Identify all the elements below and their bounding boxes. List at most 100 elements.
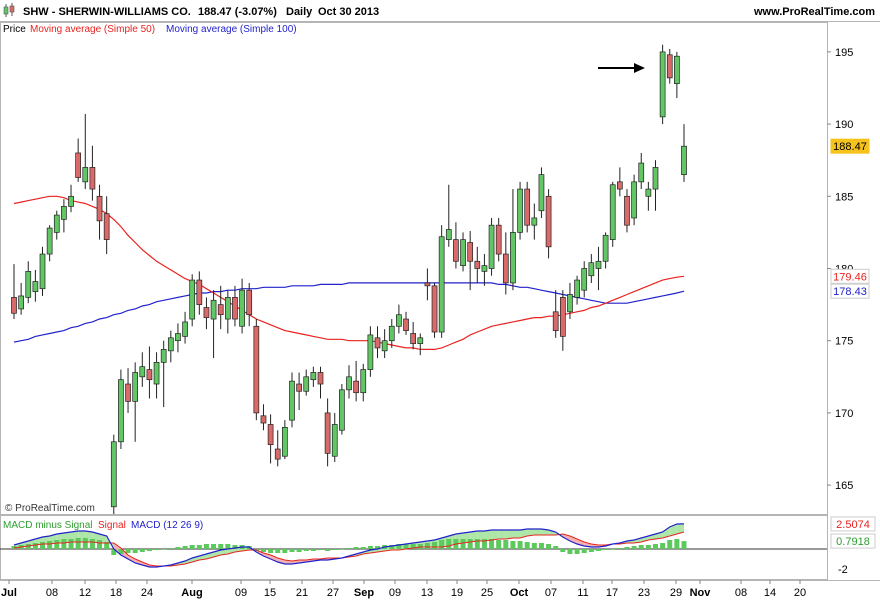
macd-hist-bar <box>296 549 302 552</box>
candle-up <box>396 304 402 334</box>
macd-hist-bar <box>146 549 152 551</box>
x-tick-label: 27 <box>327 587 339 599</box>
macd-hist-bar <box>211 544 217 549</box>
candle-body <box>360 369 367 394</box>
macd-hist-bar <box>581 549 587 553</box>
candle-up <box>239 278 245 334</box>
candle-body <box>602 234 609 262</box>
legend-ma50: Moving average (Simple 50) <box>30 24 155 35</box>
candle-body <box>624 195 630 226</box>
candle-up <box>132 362 139 442</box>
x-tick-label: 15 <box>264 587 276 599</box>
macd-panel-frame <box>0 515 828 580</box>
macd-hist-bar <box>645 545 651 549</box>
legend-macd-line: MACD (12 26 9) <box>131 520 203 531</box>
price-panel-frame <box>0 22 828 515</box>
candle-body <box>25 271 32 298</box>
macd-hist-bar <box>667 540 673 549</box>
candle-body <box>674 55 680 85</box>
candle-body <box>431 285 438 333</box>
ma50-tag-box <box>830 268 870 284</box>
candle-down <box>495 217 502 262</box>
candle-up <box>381 329 388 359</box>
candle-body <box>396 314 402 327</box>
macd-signal-fill <box>491 530 499 540</box>
macd-signal-fill <box>548 530 556 535</box>
macd-hist-bar <box>574 549 580 554</box>
candle-body <box>103 213 110 240</box>
macd-hist-bar <box>232 545 238 549</box>
candle-up <box>18 282 24 315</box>
macd-hist-bar <box>75 538 81 549</box>
candle-body <box>659 51 666 118</box>
price-tick-label: 190 <box>835 119 853 131</box>
macd-hist-bar <box>674 539 680 549</box>
candle-down <box>75 138 81 182</box>
candle-body <box>538 174 545 212</box>
macd-signal-fill <box>505 530 513 539</box>
candle-body <box>681 145 687 175</box>
candle-body <box>274 448 281 460</box>
candle-body <box>559 297 566 337</box>
candle-up <box>681 124 687 182</box>
signal-line <box>13 531 685 567</box>
x-tick-label: 09 <box>235 587 247 599</box>
macd-hist-bar <box>481 539 487 549</box>
candle-body <box>132 372 139 402</box>
candle-body <box>246 289 253 316</box>
macd-signal-fill <box>477 531 485 541</box>
candle-body <box>310 372 317 381</box>
price-tick-label: 175 <box>835 336 853 348</box>
macd-signal-fill <box>484 530 492 541</box>
candle-body <box>96 195 103 222</box>
x-tick-label: Oct <box>510 587 529 599</box>
candle-down <box>260 404 267 431</box>
x-tick-label: 17 <box>606 587 618 599</box>
candle-down <box>666 48 673 84</box>
candle-body <box>595 260 602 269</box>
candle-down <box>453 222 459 269</box>
legend-macd-hist: MACD minus Signal <box>3 520 92 531</box>
candlestick-icon <box>3 3 15 17</box>
macd-signal-fill <box>676 523 684 534</box>
macd-signal-fill <box>527 529 535 536</box>
last-price-tag-box <box>830 138 870 154</box>
candle-up <box>167 330 174 363</box>
candle-body <box>260 415 267 424</box>
candle-down <box>267 414 274 464</box>
candle-body <box>110 441 117 508</box>
candle-up <box>417 333 424 356</box>
candle-up <box>388 319 395 348</box>
macd-hist-bar <box>346 548 352 549</box>
macd-hist-bar <box>154 549 160 550</box>
candle-body <box>445 229 452 240</box>
macd-hist-bar <box>310 549 316 551</box>
candle-body <box>75 152 81 178</box>
macd-hist-bar <box>524 542 530 549</box>
x-tick-label: Nov <box>690 587 712 599</box>
macd-hist-bar <box>460 539 466 549</box>
site-link[interactable]: www.ProRealTime.com <box>753 6 875 18</box>
candle-down <box>253 319 260 421</box>
candle-body <box>552 311 559 331</box>
legend-ma100: Moving average (Simple 100) <box>166 24 297 35</box>
candle-body <box>296 383 302 392</box>
macd-hist-bar <box>638 545 644 549</box>
candle-body <box>652 167 659 190</box>
macd-signal-fill <box>541 529 549 535</box>
macd-hist-bar <box>603 549 609 550</box>
candle-body <box>617 181 623 190</box>
x-tick-label: Sep <box>354 587 374 599</box>
candle-up <box>282 420 288 460</box>
macd-hist-bar <box>317 549 323 550</box>
candle-up <box>360 363 367 402</box>
candle-up <box>581 261 588 298</box>
candle-body <box>574 279 580 298</box>
candle-down <box>353 360 359 402</box>
macd-hist-bar <box>89 539 95 549</box>
macd-value-tag-box <box>830 516 876 532</box>
candle-up <box>110 434 117 514</box>
x-tick-label: Aug <box>181 587 202 599</box>
candle-up <box>139 352 146 387</box>
candle-down <box>11 264 17 320</box>
